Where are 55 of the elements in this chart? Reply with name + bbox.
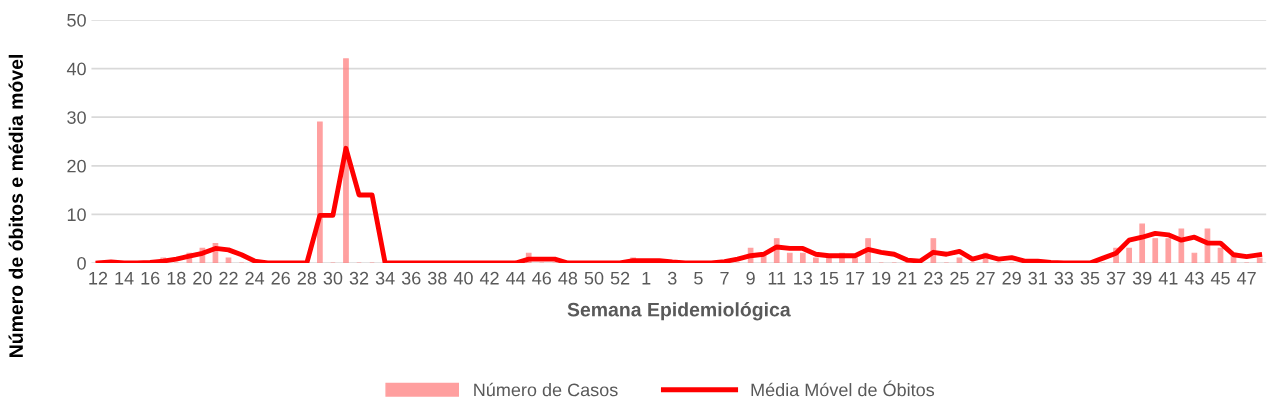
x-tick-label: 27: [976, 271, 995, 285]
x-tick-label: 12: [89, 271, 108, 285]
x-tick-label: 52: [610, 271, 630, 285]
x-tick-label: 33: [1054, 271, 1074, 285]
x-tick-label: 25: [950, 271, 969, 285]
x-tick-label: 43: [1184, 271, 1204, 285]
x-tick-label: 26: [271, 271, 290, 285]
x-tick-label: 28: [297, 271, 317, 285]
y-axis-title: Número de óbitos e média móvel: [8, 55, 23, 358]
x-tick-label: 21: [898, 271, 917, 285]
x-tick-label: 13: [794, 271, 813, 285]
x-tick-label: 29: [1002, 271, 1021, 285]
y-tick-label: 40: [66, 62, 86, 76]
x-tick-label: 7: [720, 272, 729, 285]
x-tick-label: 3: [667, 271, 677, 285]
x-tick-label: 40: [453, 271, 473, 285]
x-tick-label: 1: [642, 272, 651, 285]
x-tick-label: 50: [584, 271, 604, 285]
legend-label: Média Móvel de Óbitos: [751, 380, 935, 397]
x-tick-label: 44: [506, 272, 526, 285]
x-tick-label: 15: [820, 272, 839, 285]
x-tick-label: 35: [1080, 271, 1100, 285]
x-tick-label: 24: [245, 271, 265, 285]
x-tick-label: 47: [1236, 272, 1256, 285]
x-tick-label: 42: [479, 271, 499, 285]
x-tick-label: 17: [846, 272, 865, 285]
x-tick-label: 34: [375, 271, 395, 285]
x-tick-label: 22: [219, 271, 238, 285]
x-tick-label: 30: [323, 271, 343, 285]
x-tick-label: 38: [427, 271, 447, 285]
x-tick-label: 19: [872, 271, 891, 285]
x-tick-label: 11: [768, 272, 786, 285]
legend-label: Número de Casos: [474, 382, 618, 397]
y-tick-label: 0: [77, 256, 86, 270]
x-tick-label: 48: [558, 271, 578, 285]
x-tick-label: 46: [532, 271, 552, 285]
x-tick-label: 39: [1132, 271, 1152, 285]
x-tick-label: 45: [1210, 272, 1230, 285]
x-tick-label: 37: [1106, 271, 1126, 285]
x-tick-label: 16: [141, 271, 160, 285]
x-tick-label: 23: [924, 271, 943, 285]
x-tick-label: 9: [746, 271, 755, 285]
x-tick-label: 5: [694, 272, 703, 285]
y-tick-label: 50: [67, 13, 86, 27]
x-tick-label: 20: [193, 271, 212, 285]
y-tick-label: 10: [67, 208, 86, 222]
x-tick-label: 31: [1028, 271, 1047, 285]
x-tick-label: 14: [115, 272, 134, 285]
y-tick-label: 20: [67, 159, 86, 173]
x-tick-label: 41: [1158, 272, 1178, 285]
x-tick-label: 18: [167, 271, 186, 285]
y-tick-label: 30: [67, 111, 86, 124]
x-tick-label: 36: [401, 271, 421, 285]
x-tick-label: 32: [349, 271, 369, 285]
x-axis-title: Semana Epidemiológica: [567, 302, 791, 321]
